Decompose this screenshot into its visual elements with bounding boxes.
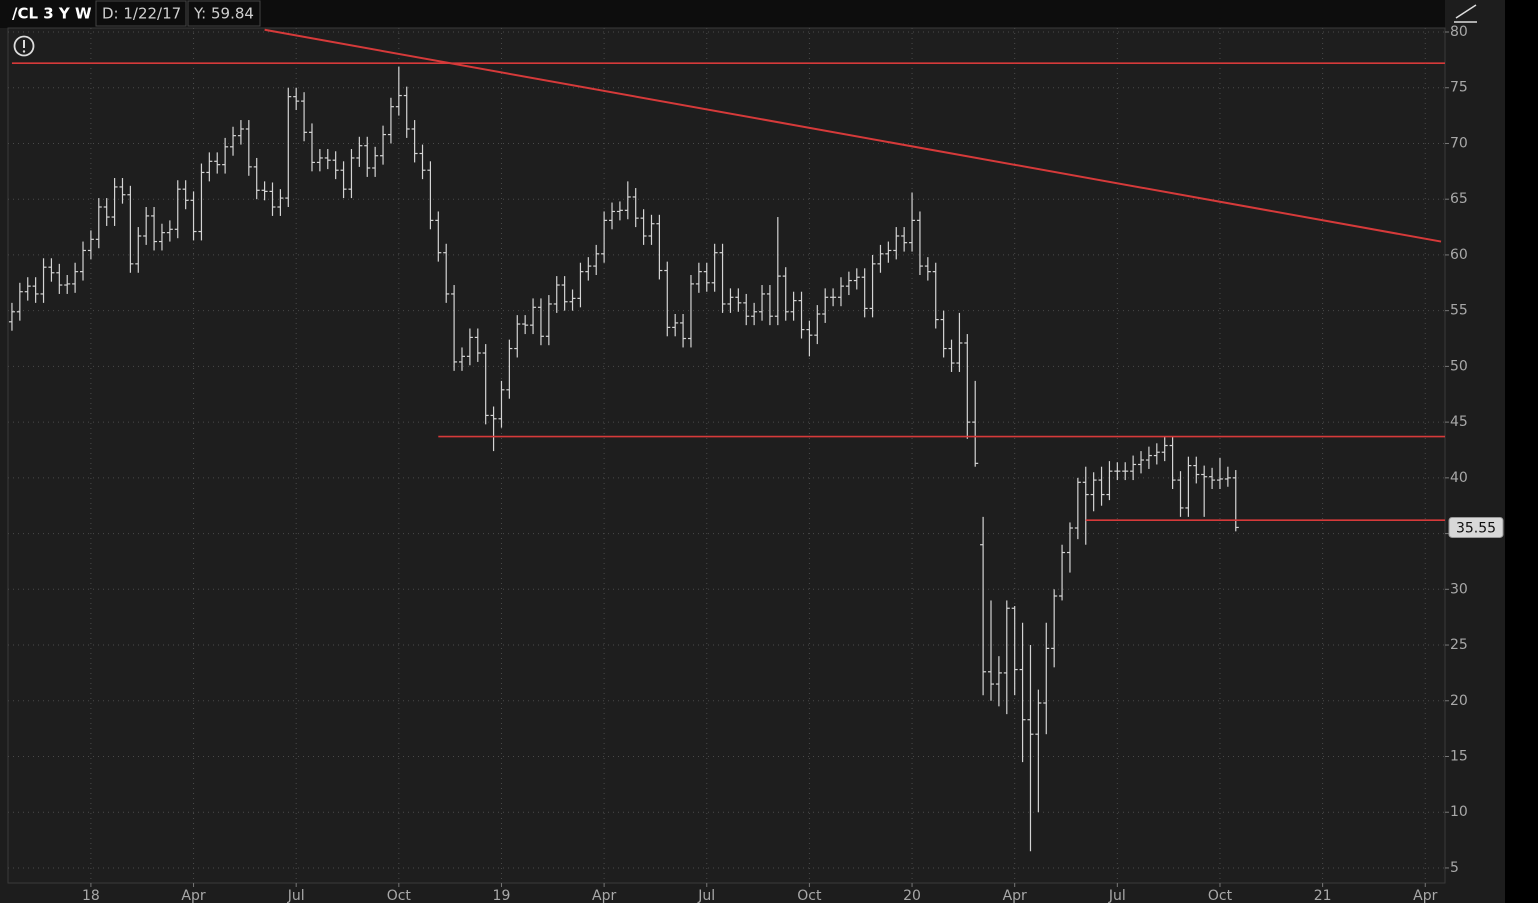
cursor-value: Y: 59.84 [193,5,254,23]
cursor-value-box [187,0,261,27]
x-tick-label: 21 [1314,888,1332,903]
x-tick-label: Apr [1413,888,1437,903]
cursor-date-box [95,0,187,27]
cursor-date: D: 1/22/17 [102,5,181,23]
y-tick-label: 15 [1450,748,1468,764]
drawings [11,28,1445,522]
alert-icon[interactable] [13,35,35,57]
x-tick-label: Oct [387,888,412,903]
y-tick-label: 80 [1450,24,1468,40]
x-tick-label: Apr [592,888,616,903]
y-tick-label: 65 [1450,191,1468,207]
trend-line [264,28,1442,243]
right-strip [1505,0,1538,903]
x-tick-label: 19 [493,888,511,903]
x-tick-label: Jul [1108,888,1126,903]
x-tick-label: Apr [1003,888,1027,903]
y-tick-label: 25 [1450,637,1468,653]
plot-area [7,27,1446,884]
y-tick-label: 20 [1450,693,1468,709]
x-tick-label: 20 [903,888,921,903]
y-tick-label: 55 [1450,303,1468,319]
y-tick-label: 30 [1450,581,1468,597]
x-tick-label: Jul [697,888,715,903]
x-tick-label: Apr [181,888,205,903]
x-tick-label: Oct [1208,888,1233,903]
chart-title: /CL 3 Y W [12,5,92,23]
y-tick-label: 5 [1450,860,1459,876]
header-bar [0,0,1445,28]
drawing-tool-icon[interactable] [1454,4,1477,23]
y-tick-label: 40 [1450,470,1468,486]
x-tick-label: 18 [82,888,100,903]
y-tick-label: 45 [1450,414,1468,430]
axes: 510152025303540455055606570758018AprJulO… [82,24,1504,903]
last-price-label: 35.55 [1456,520,1496,536]
y-tick-label: 50 [1450,358,1468,374]
x-tick-label: Oct [797,888,822,903]
marks [8,66,1239,852]
y-tick-label: 70 [1450,135,1468,151]
y-tick-label: 75 [1450,80,1468,96]
x-tick-label: Jul [287,888,305,903]
y-tick-label: 60 [1450,247,1468,263]
last-price-badge [1448,516,1504,538]
y-tick-label: 10 [1450,804,1468,820]
